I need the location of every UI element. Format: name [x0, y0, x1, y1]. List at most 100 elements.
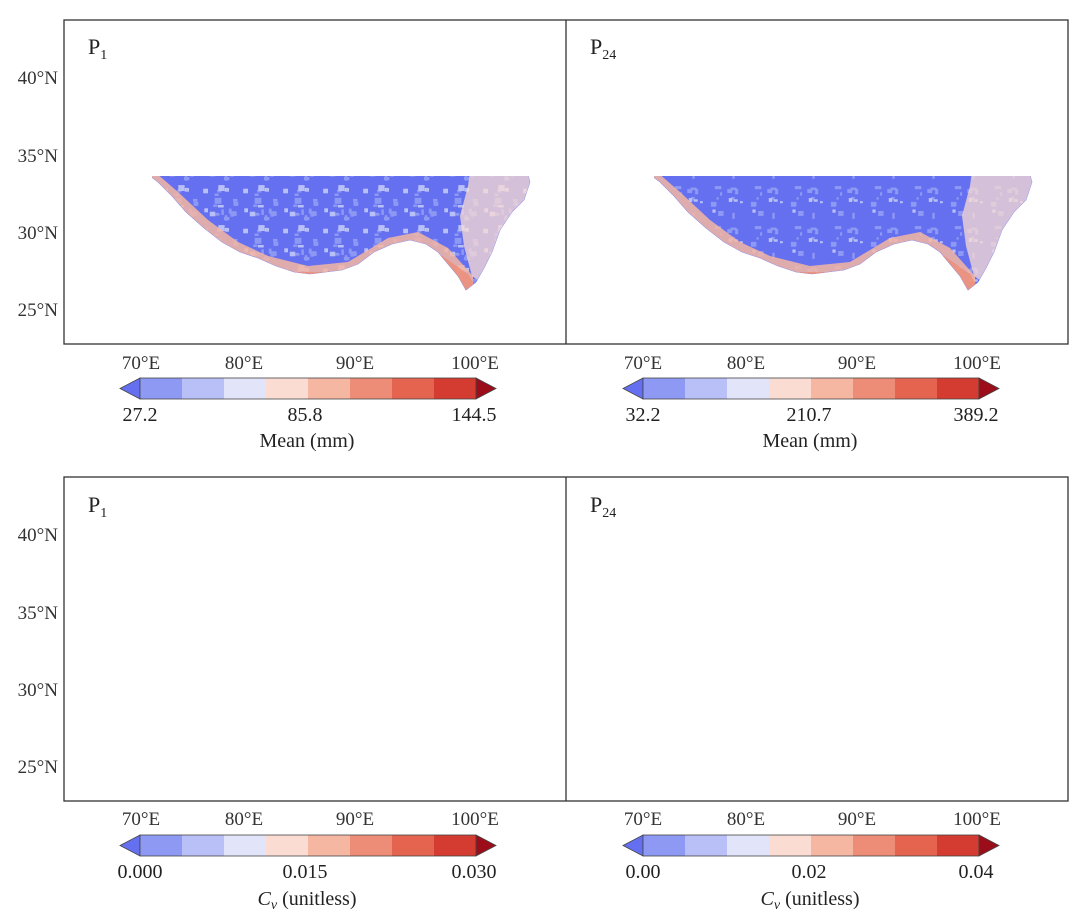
colorbar-segment — [811, 378, 854, 399]
colorbar-extend-min — [119, 377, 141, 400]
east-patch — [460, 176, 530, 286]
lon-tick: 70°E — [122, 353, 160, 374]
lon-tick: 80°E — [225, 809, 263, 830]
colorbar-segment — [643, 378, 686, 399]
lat-tick: 35°N — [18, 146, 59, 167]
colorbar-tick: 0.02 — [792, 861, 827, 883]
svg-text:P24: P24 — [590, 492, 616, 521]
colorbar-extend-max — [475, 377, 497, 400]
colorbar-segment — [853, 378, 896, 399]
colorbar-segment — [727, 378, 770, 399]
lon-tick: 100°E — [451, 809, 499, 830]
lon-tick: 70°E — [122, 809, 160, 830]
lat-axis-bottom: 40°N 35°N 30°N 25°N — [18, 525, 59, 778]
colorbar-segment — [811, 835, 854, 856]
lon-tick: 70°E — [624, 353, 662, 374]
colorbar-tick: 85.8 — [288, 404, 323, 426]
colorbar-labels-cv-p1: 0.000 0.015 0.030 Cv (unitless) — [118, 861, 497, 913]
colorbar-segment — [853, 835, 896, 856]
colorbar-extend-min — [622, 834, 644, 857]
colorbar-segment — [140, 835, 183, 856]
lon-tick: 100°E — [953, 353, 1001, 374]
colorbar-border — [642, 377, 980, 400]
colorbar-segment — [224, 835, 267, 856]
lon-tick: 90°E — [336, 353, 374, 374]
svg-text:P1: P1 — [88, 34, 107, 63]
colorbar-segment — [140, 378, 183, 399]
colorbar-segment — [392, 835, 435, 856]
colorbar-mean-p24 — [622, 377, 1000, 400]
colorbar-tick: 0.030 — [452, 861, 497, 883]
lat-tick: 30°N — [18, 680, 59, 701]
colorbar-title: Cv (unitless) — [258, 888, 357, 913]
lat-tick: 25°N — [18, 757, 59, 778]
colorbar-segment — [350, 835, 393, 856]
panel-label-cv-p24: P24 — [590, 492, 616, 521]
colorbar-segment — [895, 835, 938, 856]
lat-tick: 35°N — [18, 603, 59, 624]
row-cv — [63, 476, 1069, 802]
colorbar-tick: 210.7 — [787, 404, 832, 426]
colorbar-extend-max — [978, 377, 1000, 400]
panel-label-mean-p1: P1 — [88, 34, 107, 63]
colorbar-segment — [643, 835, 686, 856]
colorbar-tick: 0.000 — [118, 861, 163, 883]
colorbar-border — [139, 377, 477, 400]
colorbar-cv-p24 — [622, 834, 1000, 857]
colorbar-segment — [769, 835, 812, 856]
lon-axis-bottom-right: 70°E 80°E 90°E 100°E — [624, 809, 1001, 830]
colorbar-segment — [685, 835, 728, 856]
lat-axis-top: 40°N 35°N 30°N 25°N — [18, 68, 59, 321]
lon-tick: 80°E — [225, 353, 263, 374]
plateau-area — [152, 176, 531, 291]
lat-tick: 25°N — [18, 300, 59, 321]
colorbar-labels-cv-p24: 0.00 0.02 0.04 Cv (unitless) — [626, 861, 994, 913]
colorbar-extend-min — [119, 834, 141, 857]
lon-tick: 80°E — [727, 353, 765, 374]
colorbars-layer — [119, 377, 1000, 857]
colorbar-title: Cv (unitless) — [761, 888, 860, 913]
colorbar-cv-p1 — [119, 834, 497, 857]
colorbar-tick: 32.2 — [626, 404, 661, 426]
lat-tick: 40°N — [18, 68, 59, 89]
colorbar-segment — [434, 378, 477, 399]
colorbar-segment — [769, 378, 812, 399]
colorbar-extend-max — [978, 834, 1000, 857]
colorbar-mean-p1 — [119, 377, 497, 400]
colorbar-tick: 389.2 — [954, 404, 999, 426]
colorbar-segment — [308, 835, 351, 856]
lon-tick: 70°E — [624, 809, 662, 830]
colorbar-tick: 144.5 — [452, 404, 497, 426]
colorbar-extend-max — [475, 834, 497, 857]
colorbar-title: Mean (mm) — [260, 430, 355, 452]
colorbar-segment — [266, 378, 309, 399]
colorbar-segment — [434, 835, 477, 856]
lon-tick: 90°E — [336, 809, 374, 830]
colorbar-segment — [937, 835, 980, 856]
colorbar-extend-min — [622, 377, 644, 400]
colorbar-tick: 27.2 — [123, 404, 158, 426]
colorbar-tick: 0.00 — [626, 861, 661, 883]
colorbar-segment — [392, 378, 435, 399]
colorbar-segment — [182, 835, 225, 856]
lon-tick: 90°E — [838, 809, 876, 830]
panel-label-mean-p24: P24 — [590, 34, 616, 63]
colorbar-labels-mean-p1: 27.2 85.8 144.5 Mean (mm) — [123, 404, 497, 452]
colorbar-segment — [727, 835, 770, 856]
colorbar-segment — [266, 835, 309, 856]
lon-tick: 100°E — [451, 353, 499, 374]
colorbar-segment — [182, 378, 225, 399]
panel-label-cv-p1: P1 — [88, 492, 107, 521]
colorbar-title: Mean (mm) — [763, 430, 858, 452]
colorbar-tick: 0.015 — [283, 861, 328, 883]
colorbar-segment — [685, 378, 728, 399]
lat-tick: 40°N — [18, 525, 59, 546]
lat-tick: 30°N — [18, 223, 59, 244]
lon-tick: 100°E — [953, 809, 1001, 830]
colorbar-segment — [308, 378, 351, 399]
colorbar-segment — [224, 378, 267, 399]
colorbar-segment — [895, 378, 938, 399]
colorbar-border — [642, 834, 980, 857]
svg-text:P24: P24 — [590, 34, 616, 63]
